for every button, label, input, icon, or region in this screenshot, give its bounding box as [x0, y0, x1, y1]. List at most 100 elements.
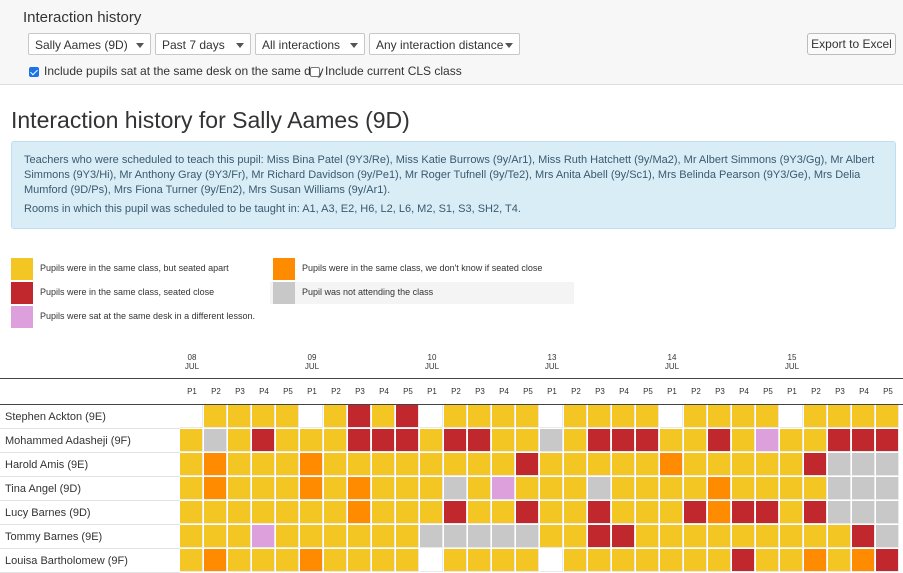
interaction-cell[interactable]	[396, 405, 419, 428]
interaction-cell[interactable]	[228, 525, 251, 548]
interaction-cell[interactable]	[708, 477, 731, 500]
interaction-cell[interactable]	[372, 405, 395, 428]
interaction-cell[interactable]	[564, 453, 587, 476]
interaction-cell[interactable]	[468, 501, 491, 524]
interaction-cell[interactable]	[276, 405, 299, 428]
interaction-cell[interactable]	[828, 453, 851, 476]
interaction-cell[interactable]	[828, 525, 851, 548]
interaction-cell[interactable]	[588, 525, 611, 548]
interaction-cell[interactable]	[636, 525, 659, 548]
interaction-cell[interactable]	[516, 477, 539, 500]
interaction-cell[interactable]	[324, 429, 347, 452]
interaction-cell[interactable]	[516, 501, 539, 524]
interaction-cell[interactable]	[324, 405, 347, 428]
interaction-cell[interactable]	[180, 405, 203, 428]
interaction-cell[interactable]	[444, 429, 467, 452]
interaction-cell[interactable]	[732, 501, 755, 524]
interaction-cell[interactable]	[252, 501, 275, 524]
period-select[interactable]: Past 7 days	[155, 33, 251, 55]
pupil-name[interactable]: Tina Angel (9D)	[5, 483, 82, 495]
interaction-cell[interactable]	[420, 525, 443, 548]
interaction-cell[interactable]	[348, 429, 371, 452]
interaction-cell[interactable]	[876, 429, 899, 452]
interaction-cell[interactable]	[324, 549, 347, 572]
pupil-name[interactable]: Stephen Ackton (9E)	[5, 411, 106, 423]
interaction-cell[interactable]	[252, 453, 275, 476]
interaction-cell[interactable]	[684, 405, 707, 428]
interaction-cell[interactable]	[540, 525, 563, 548]
interaction-cell[interactable]	[468, 429, 491, 452]
interaction-cell[interactable]	[636, 453, 659, 476]
interaction-cell[interactable]	[732, 405, 755, 428]
interaction-cell[interactable]	[396, 525, 419, 548]
interaction-cell[interactable]	[564, 501, 587, 524]
interaction-cell[interactable]	[732, 429, 755, 452]
interaction-cell[interactable]	[540, 405, 563, 428]
interaction-cell[interactable]	[756, 477, 779, 500]
interaction-cell[interactable]	[348, 453, 371, 476]
interaction-cell[interactable]	[612, 525, 635, 548]
interaction-cell[interactable]	[396, 549, 419, 572]
interaction-cell[interactable]	[876, 453, 899, 476]
interaction-cell[interactable]	[636, 477, 659, 500]
interaction-cell[interactable]	[876, 405, 899, 428]
interaction-cell[interactable]	[708, 549, 731, 572]
interaction-cell[interactable]	[492, 525, 515, 548]
interaction-cell[interactable]	[684, 429, 707, 452]
pupil-name[interactable]: Louisa Bartholomew (9F)	[5, 555, 128, 567]
interaction-cell[interactable]	[828, 501, 851, 524]
interaction-type-select[interactable]: All interactions	[255, 33, 365, 55]
pupil-name[interactable]: Tommy Barnes (9E)	[5, 531, 103, 543]
interaction-cell[interactable]	[180, 525, 203, 548]
interaction-cell[interactable]	[828, 429, 851, 452]
interaction-cell[interactable]	[372, 477, 395, 500]
interaction-cell[interactable]	[804, 549, 827, 572]
interaction-cell[interactable]	[756, 525, 779, 548]
interaction-cell[interactable]	[780, 405, 803, 428]
interaction-cell[interactable]	[348, 501, 371, 524]
interaction-cell[interactable]	[876, 501, 899, 524]
interaction-cell[interactable]	[348, 405, 371, 428]
interaction-cell[interactable]	[684, 477, 707, 500]
same-desk-checkbox[interactable]: Include pupils sat at the same desk on t…	[29, 64, 324, 78]
interaction-cell[interactable]	[204, 429, 227, 452]
interaction-cell[interactable]	[708, 525, 731, 548]
interaction-cell[interactable]	[564, 477, 587, 500]
interaction-cell[interactable]	[708, 501, 731, 524]
interaction-cell[interactable]	[828, 549, 851, 572]
interaction-cell[interactable]	[636, 405, 659, 428]
interaction-cell[interactable]	[372, 453, 395, 476]
interaction-cell[interactable]	[396, 429, 419, 452]
interaction-cell[interactable]	[180, 429, 203, 452]
interaction-cell[interactable]	[852, 429, 875, 452]
interaction-cell[interactable]	[516, 549, 539, 572]
interaction-cell[interactable]	[252, 477, 275, 500]
interaction-cell[interactable]	[540, 477, 563, 500]
interaction-cell[interactable]	[348, 525, 371, 548]
interaction-cell[interactable]	[300, 405, 323, 428]
interaction-cell[interactable]	[780, 429, 803, 452]
interaction-cell[interactable]	[276, 453, 299, 476]
interaction-cell[interactable]	[564, 525, 587, 548]
interaction-cell[interactable]	[612, 429, 635, 452]
interaction-cell[interactable]	[852, 453, 875, 476]
interaction-cell[interactable]	[660, 477, 683, 500]
interaction-cell[interactable]	[708, 429, 731, 452]
interaction-cell[interactable]	[228, 405, 251, 428]
interaction-cell[interactable]	[540, 429, 563, 452]
interaction-cell[interactable]	[516, 453, 539, 476]
interaction-cell[interactable]	[372, 501, 395, 524]
interaction-cell[interactable]	[804, 453, 827, 476]
interaction-cell[interactable]	[780, 501, 803, 524]
interaction-cell[interactable]	[636, 501, 659, 524]
interaction-cell[interactable]	[852, 525, 875, 548]
interaction-cell[interactable]	[396, 477, 419, 500]
interaction-cell[interactable]	[324, 477, 347, 500]
interaction-cell[interactable]	[756, 405, 779, 428]
interaction-cell[interactable]	[612, 405, 635, 428]
interaction-cell[interactable]	[420, 549, 443, 572]
interaction-cell[interactable]	[468, 405, 491, 428]
interaction-cell[interactable]	[876, 525, 899, 548]
interaction-cell[interactable]	[708, 405, 731, 428]
interaction-cell[interactable]	[660, 549, 683, 572]
